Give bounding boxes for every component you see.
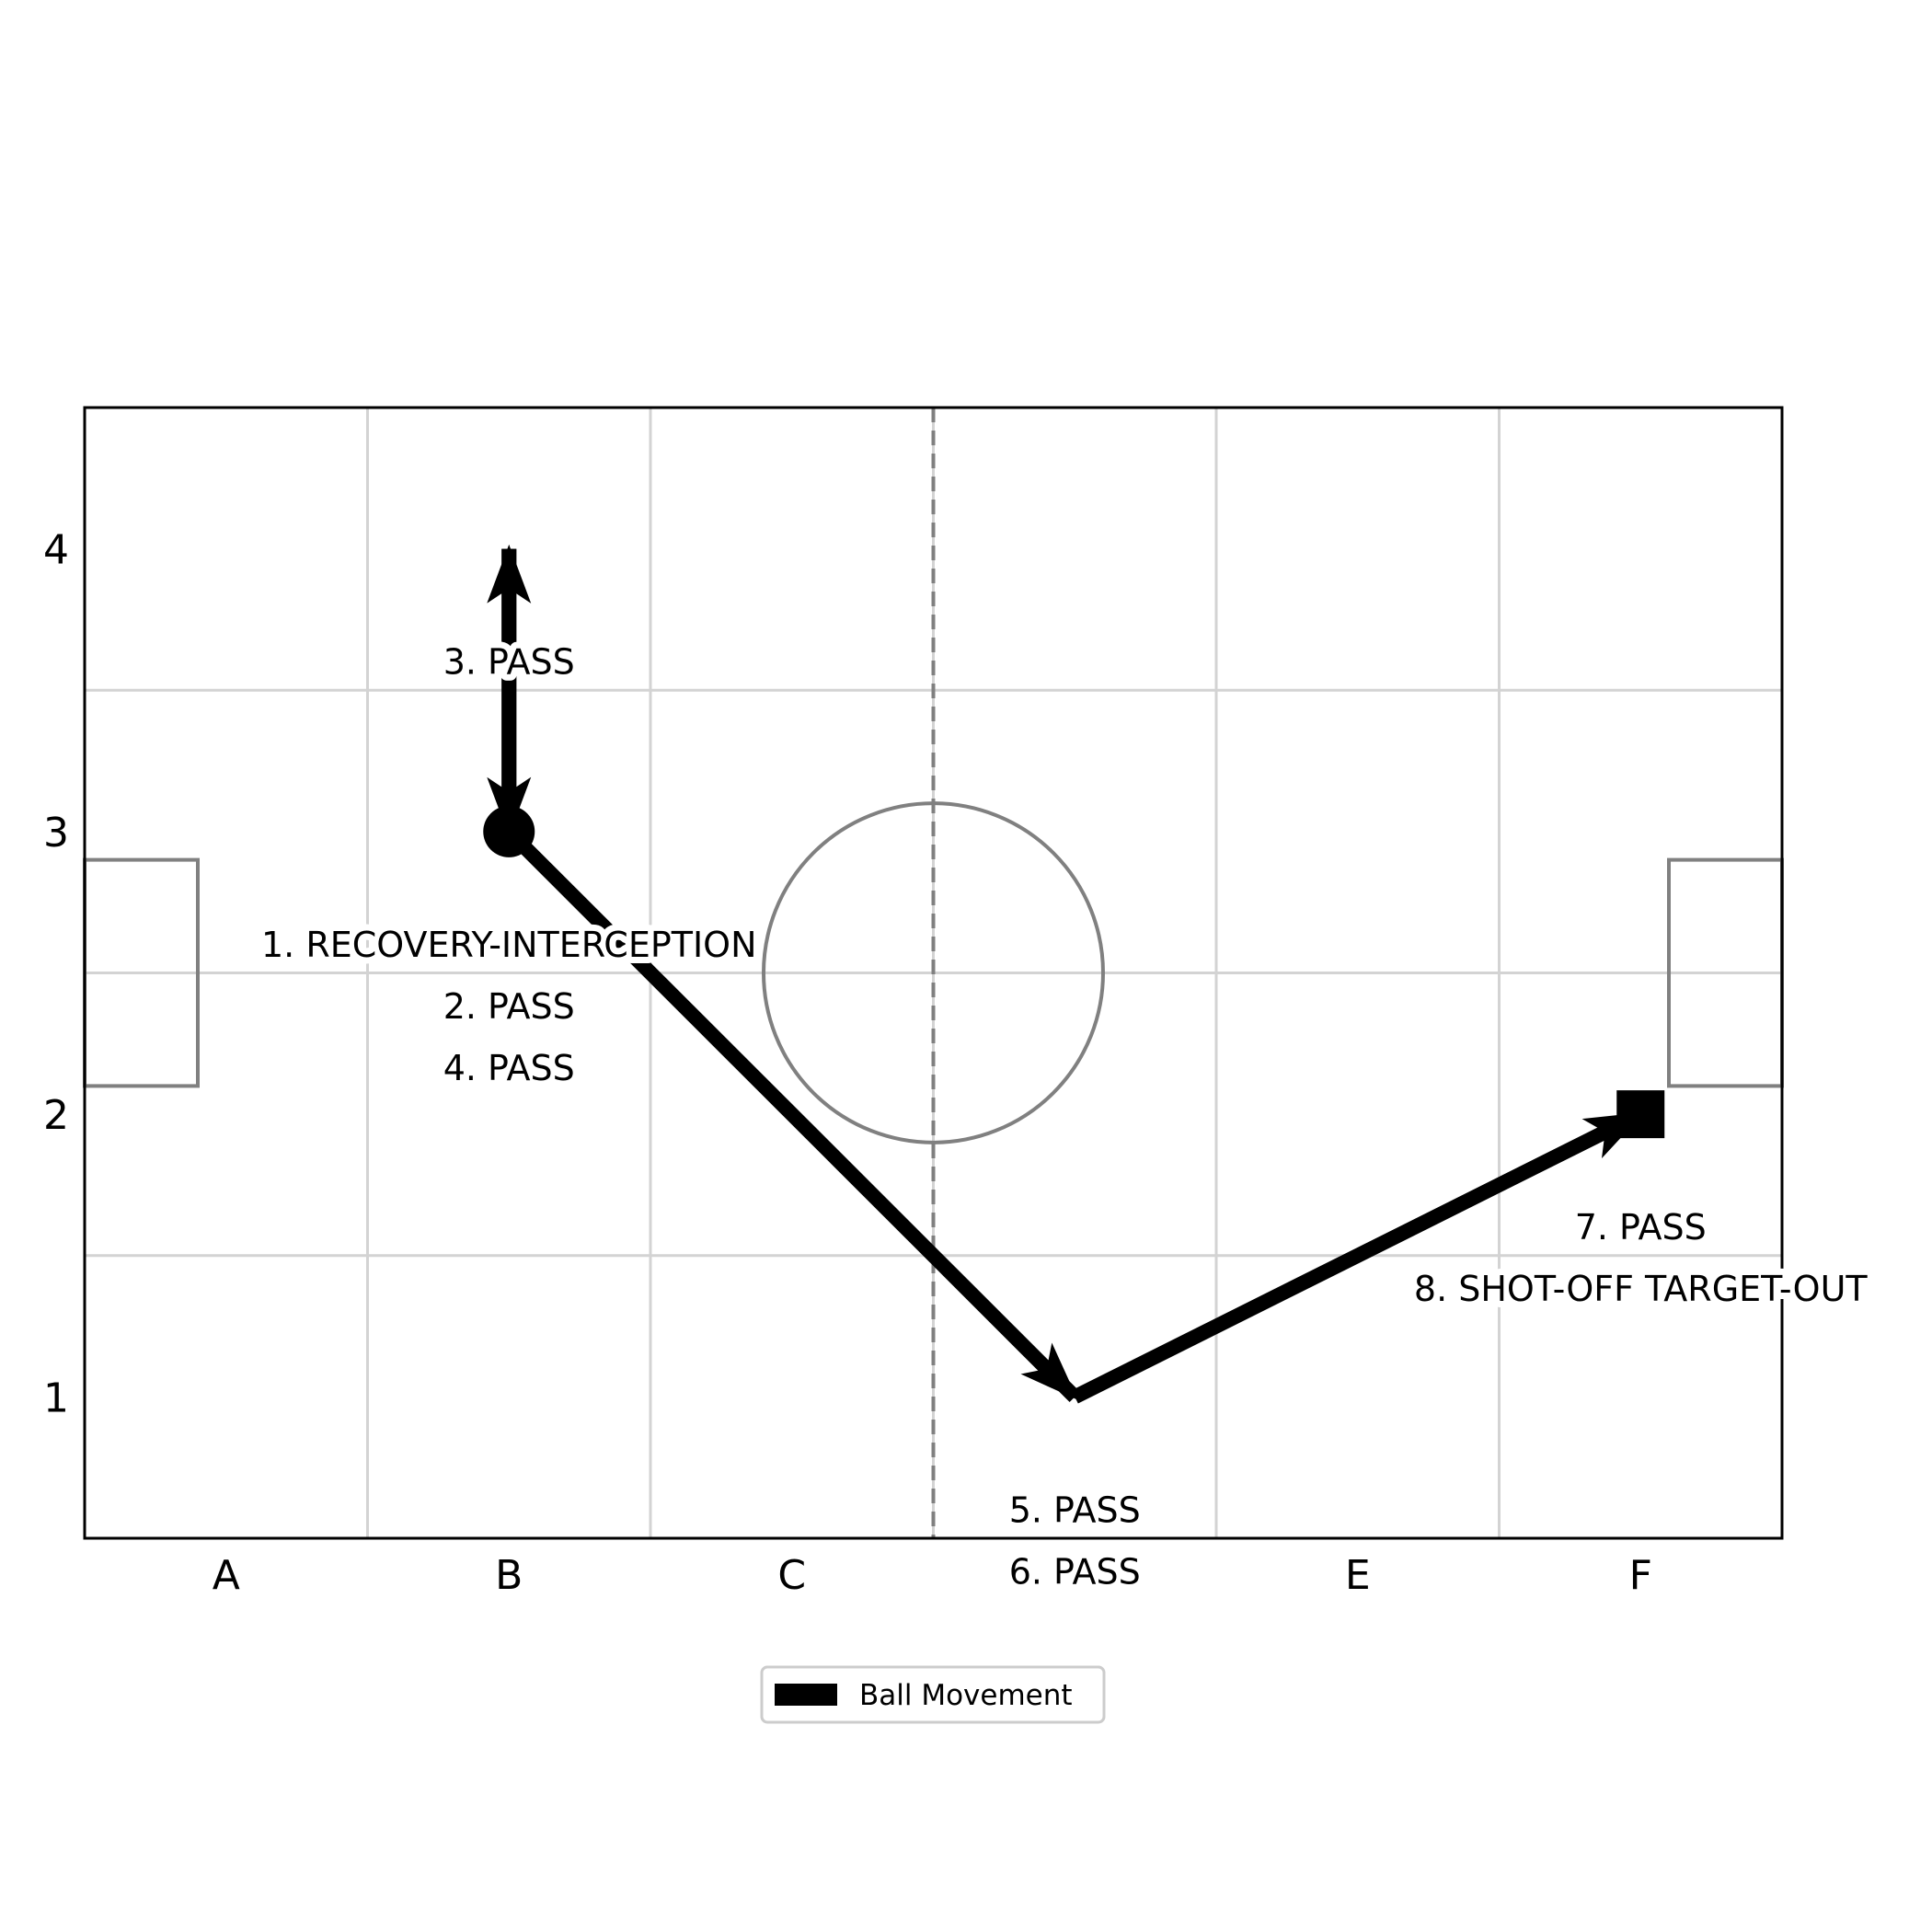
x-tick-label: C — [777, 1552, 806, 1599]
event-labels: 3. PASS 1. RECOVERY-INTERCEPTION 2. PASS 4.… — [255, 636, 1874, 1599]
event-label: 3. PASS — [443, 642, 575, 683]
ball-markers — [483, 805, 1665, 1139]
event-label: 2. PASS — [443, 986, 575, 1027]
event-label: 4. PASS — [443, 1048, 575, 1088]
y-tick-label: 2 — [43, 1092, 69, 1139]
center-circle — [762, 801, 1105, 1144]
x-tick-label: B — [495, 1552, 523, 1599]
ball-movement-arrow — [503, 826, 1080, 1403]
y-tick-label: 1 — [43, 1374, 69, 1421]
axis-ticks: A B C E F 1 2 3 4 — [43, 527, 1652, 1599]
end-marker — [1616, 1090, 1665, 1139]
legend: Ball Movement — [760, 1665, 1106, 1724]
event-label: 1. RECOVERY-INTERCEPTION — [261, 925, 757, 965]
legend-label: Ball Movement — [859, 1679, 1073, 1712]
plot-frame — [83, 406, 1784, 1540]
start-marker — [483, 805, 535, 857]
legend-box — [760, 1665, 1106, 1724]
y-tick-label: 4 — [43, 527, 69, 574]
ball-movement-arrow — [1071, 1107, 1645, 1404]
x-tick-label: A — [213, 1552, 240, 1599]
x-tick-label: F — [1629, 1552, 1652, 1599]
event-label: 8. SHOT-OFF TARGET-OUT — [1414, 1269, 1868, 1309]
y-tick-label: 3 — [43, 810, 69, 857]
ball-movements — [487, 544, 1645, 1404]
event-label: 6. PASS — [1009, 1551, 1141, 1592]
event-label: 5. PASS — [1009, 1489, 1141, 1530]
legend-swatch — [775, 1684, 837, 1706]
event-label: 7. PASS — [1575, 1207, 1707, 1248]
x-tick-label: E — [1345, 1552, 1371, 1599]
